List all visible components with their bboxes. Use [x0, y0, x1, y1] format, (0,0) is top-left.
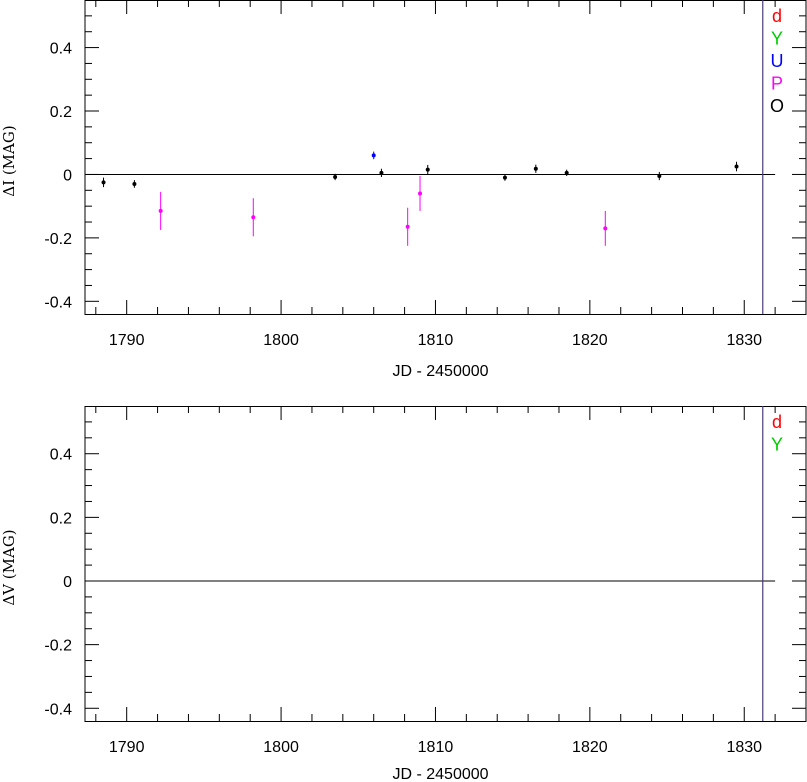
y-tick-label: 0.4 — [50, 447, 72, 464]
x-tick-label: 1830 — [726, 332, 762, 349]
legend-entry-u: U — [771, 51, 784, 71]
y-tick-label: -0.2 — [44, 231, 72, 248]
data-point-o — [533, 166, 538, 171]
y-tick-label: -0.4 — [44, 294, 72, 311]
data-point-p — [251, 215, 256, 220]
x-tick-label: 1820 — [572, 332, 608, 349]
x-axis-label: JD - 2450000 — [392, 363, 488, 380]
x-tick-label: 1820 — [572, 739, 608, 756]
x-tick-label: 1810 — [418, 332, 454, 349]
data-point-p — [418, 191, 423, 196]
data-point-o — [734, 164, 739, 169]
legend-entry-o: O — [770, 96, 784, 116]
data-point-o — [657, 174, 662, 179]
y-tick-label: 0 — [63, 574, 72, 591]
data-point-p — [603, 226, 608, 231]
plot-frame — [84, 406, 807, 722]
panel-2: 1790 1800 1810 1820 1830 0.4 0.2 0 -0.2 -0.4 JD - … — [0, 406, 807, 782]
x-tick-label: 1790 — [109, 739, 145, 756]
y-axis-label: ΔI (MAG) — [0, 125, 18, 196]
y-tick-label: 0.2 — [50, 510, 72, 527]
legend-entry-y: Y — [771, 435, 783, 455]
data-point-o — [379, 170, 384, 175]
x-tick-label: 1830 — [726, 739, 762, 756]
y-tick-label: 0 — [63, 167, 72, 184]
data-point-p — [405, 224, 410, 229]
legend-entry-p: P — [771, 74, 783, 94]
y-axis-label: ΔV (MAG) — [0, 529, 18, 605]
data-point-o — [132, 181, 137, 186]
legend-entry-d: d — [772, 6, 782, 26]
x-tick-label: 1800 — [263, 739, 299, 756]
data-point-u — [371, 153, 376, 158]
x-tick-label: 1800 — [263, 332, 299, 349]
legend-entry-y: Y — [771, 29, 783, 49]
panel-1: 1790 1800 1810 1820 1830 0.4 0.2 0 -0.2 -0.4 JD - … — [0, 0, 807, 380]
legend-entry-d: d — [772, 412, 782, 432]
data-point-o — [564, 170, 569, 175]
plot-frame — [84, 0, 807, 315]
y-tick-label: 0.4 — [50, 41, 72, 58]
y-tick-label: -0.4 — [44, 701, 72, 718]
data-point-p — [158, 208, 163, 213]
y-tick-label: -0.2 — [44, 638, 72, 655]
data-point-o — [101, 180, 106, 185]
x-tick-label: 1790 — [109, 332, 145, 349]
x-axis-label: JD - 2450000 — [392, 766, 488, 782]
data-point-o — [333, 174, 338, 179]
data-point-o — [502, 175, 507, 180]
y-tick-label: 0.2 — [50, 104, 72, 121]
x-tick-label: 1810 — [418, 739, 454, 756]
data-point-o — [425, 167, 430, 172]
